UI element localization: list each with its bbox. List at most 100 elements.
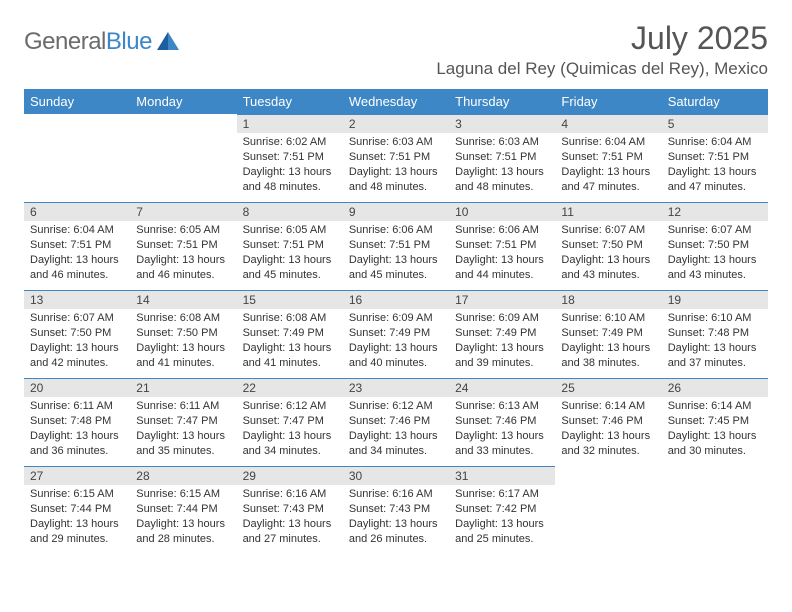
day-line-sr: Sunrise: 6:16 AM <box>243 487 337 502</box>
day-line-ss: Sunset: 7:44 PM <box>30 502 124 517</box>
day-line-dl1: Daylight: 13 hours <box>243 253 337 268</box>
calendar-cell: 29Sunrise: 6:16 AMSunset: 7:43 PMDayligh… <box>237 466 343 554</box>
day-data: Sunrise: 6:14 AMSunset: 7:45 PMDaylight:… <box>662 397 768 462</box>
day-line-ss: Sunset: 7:48 PM <box>30 414 124 429</box>
day-line-dl1: Daylight: 13 hours <box>455 165 549 180</box>
day-number: 23 <box>343 378 449 397</box>
day-line-sr: Sunrise: 6:04 AM <box>561 135 655 150</box>
day-line-sr: Sunrise: 6:11 AM <box>136 399 230 414</box>
calendar-cell: 18Sunrise: 6:10 AMSunset: 7:49 PMDayligh… <box>555 290 661 378</box>
day-line-sr: Sunrise: 6:17 AM <box>455 487 549 502</box>
calendar-week: 27Sunrise: 6:15 AMSunset: 7:44 PMDayligh… <box>24 466 768 554</box>
day-number: 15 <box>237 290 343 309</box>
day-number: 28 <box>130 466 236 485</box>
day-line-ss: Sunset: 7:47 PM <box>243 414 337 429</box>
calendar-week: 6Sunrise: 6:04 AMSunset: 7:51 PMDaylight… <box>24 202 768 290</box>
calendar-cell: 9Sunrise: 6:06 AMSunset: 7:51 PMDaylight… <box>343 202 449 290</box>
day-line-dl1: Daylight: 13 hours <box>243 341 337 356</box>
day-line-dl2: and 47 minutes. <box>561 180 655 195</box>
day-line-dl1: Daylight: 13 hours <box>561 341 655 356</box>
day-line-sr: Sunrise: 6:08 AM <box>243 311 337 326</box>
day-line-sr: Sunrise: 6:14 AM <box>561 399 655 414</box>
day-line-ss: Sunset: 7:49 PM <box>349 326 443 341</box>
day-line-ss: Sunset: 7:51 PM <box>243 238 337 253</box>
calendar-cell: 26Sunrise: 6:14 AMSunset: 7:45 PMDayligh… <box>662 378 768 466</box>
calendar-cell: 19Sunrise: 6:10 AMSunset: 7:48 PMDayligh… <box>662 290 768 378</box>
day-line-ss: Sunset: 7:46 PM <box>455 414 549 429</box>
day-number: 31 <box>449 466 555 485</box>
calendar-cell: 10Sunrise: 6:06 AMSunset: 7:51 PMDayligh… <box>449 202 555 290</box>
day-number: 10 <box>449 202 555 221</box>
day-line-sr: Sunrise: 6:02 AM <box>243 135 337 150</box>
day-number: 21 <box>130 378 236 397</box>
day-line-ss: Sunset: 7:46 PM <box>561 414 655 429</box>
brand-name: GeneralBlue <box>24 28 152 56</box>
day-line-ss: Sunset: 7:51 PM <box>455 150 549 165</box>
day-line-ss: Sunset: 7:51 PM <box>136 238 230 253</box>
day-line-dl1: Daylight: 13 hours <box>30 517 124 532</box>
day-data: Sunrise: 6:04 AMSunset: 7:51 PMDaylight:… <box>555 133 661 198</box>
day-number: 2 <box>343 114 449 133</box>
day-line-dl1: Daylight: 13 hours <box>349 253 443 268</box>
day-line-dl2: and 26 minutes. <box>349 532 443 547</box>
day-line-dl1: Daylight: 13 hours <box>243 165 337 180</box>
day-line-dl1: Daylight: 13 hours <box>455 341 549 356</box>
day-line-dl2: and 36 minutes. <box>30 444 124 459</box>
day-line-sr: Sunrise: 6:09 AM <box>349 311 443 326</box>
page-header: GeneralBlue July 2025 Laguna del Rey (Qu… <box>24 20 768 79</box>
calendar-cell: 14Sunrise: 6:08 AMSunset: 7:50 PMDayligh… <box>130 290 236 378</box>
calendar-cell: 28Sunrise: 6:15 AMSunset: 7:44 PMDayligh… <box>130 466 236 554</box>
day-data: Sunrise: 6:10 AMSunset: 7:48 PMDaylight:… <box>662 309 768 374</box>
day-line-dl1: Daylight: 13 hours <box>136 341 230 356</box>
day-line-ss: Sunset: 7:51 PM <box>561 150 655 165</box>
day-data: Sunrise: 6:09 AMSunset: 7:49 PMDaylight:… <box>449 309 555 374</box>
day-line-dl1: Daylight: 13 hours <box>349 517 443 532</box>
day-line-ss: Sunset: 7:51 PM <box>243 150 337 165</box>
day-number: 11 <box>555 202 661 221</box>
day-data: Sunrise: 6:06 AMSunset: 7:51 PMDaylight:… <box>449 221 555 286</box>
day-line-dl2: and 43 minutes. <box>668 268 762 283</box>
day-number: 14 <box>130 290 236 309</box>
day-line-dl1: Daylight: 13 hours <box>668 429 762 444</box>
calendar-cell: 21Sunrise: 6:11 AMSunset: 7:47 PMDayligh… <box>130 378 236 466</box>
day-data: Sunrise: 6:17 AMSunset: 7:42 PMDaylight:… <box>449 485 555 550</box>
calendar-cell <box>24 114 130 202</box>
calendar-cell: 8Sunrise: 6:05 AMSunset: 7:51 PMDaylight… <box>237 202 343 290</box>
calendar-cell: 4Sunrise: 6:04 AMSunset: 7:51 PMDaylight… <box>555 114 661 202</box>
brand-triangle-icon <box>157 30 183 55</box>
day-line-sr: Sunrise: 6:08 AM <box>136 311 230 326</box>
calendar-cell: 5Sunrise: 6:04 AMSunset: 7:51 PMDaylight… <box>662 114 768 202</box>
day-data: Sunrise: 6:06 AMSunset: 7:51 PMDaylight:… <box>343 221 449 286</box>
day-number: 7 <box>130 202 236 221</box>
brand-part1: General <box>24 28 106 55</box>
day-number: 5 <box>662 114 768 133</box>
day-line-dl1: Daylight: 13 hours <box>30 429 124 444</box>
brand-part2: Blue <box>106 28 152 55</box>
calendar-cell: 15Sunrise: 6:08 AMSunset: 7:49 PMDayligh… <box>237 290 343 378</box>
day-number: 22 <box>237 378 343 397</box>
day-line-dl2: and 47 minutes. <box>668 180 762 195</box>
day-data: Sunrise: 6:04 AMSunset: 7:51 PMDaylight:… <box>24 221 130 286</box>
day-number: 17 <box>449 290 555 309</box>
day-line-sr: Sunrise: 6:06 AM <box>349 223 443 238</box>
day-line-ss: Sunset: 7:51 PM <box>30 238 124 253</box>
day-line-ss: Sunset: 7:42 PM <box>455 502 549 517</box>
calendar-body: 1Sunrise: 6:02 AMSunset: 7:51 PMDaylight… <box>24 114 768 554</box>
day-line-dl2: and 35 minutes. <box>136 444 230 459</box>
day-line-dl2: and 42 minutes. <box>30 356 124 371</box>
calendar-cell: 13Sunrise: 6:07 AMSunset: 7:50 PMDayligh… <box>24 290 130 378</box>
day-line-dl2: and 44 minutes. <box>455 268 549 283</box>
day-line-dl1: Daylight: 13 hours <box>349 165 443 180</box>
day-line-sr: Sunrise: 6:15 AM <box>30 487 124 502</box>
day-line-ss: Sunset: 7:48 PM <box>668 326 762 341</box>
location-subtitle: Laguna del Rey (Quimicas del Rey), Mexic… <box>436 59 768 79</box>
day-number: 27 <box>24 466 130 485</box>
day-number: 6 <box>24 202 130 221</box>
day-line-sr: Sunrise: 6:13 AM <box>455 399 549 414</box>
day-line-ss: Sunset: 7:49 PM <box>455 326 549 341</box>
day-data: Sunrise: 6:15 AMSunset: 7:44 PMDaylight:… <box>24 485 130 550</box>
day-line-dl2: and 40 minutes. <box>349 356 443 371</box>
calendar-cell: 7Sunrise: 6:05 AMSunset: 7:51 PMDaylight… <box>130 202 236 290</box>
day-line-dl2: and 45 minutes. <box>349 268 443 283</box>
calendar-week: 20Sunrise: 6:11 AMSunset: 7:48 PMDayligh… <box>24 378 768 466</box>
